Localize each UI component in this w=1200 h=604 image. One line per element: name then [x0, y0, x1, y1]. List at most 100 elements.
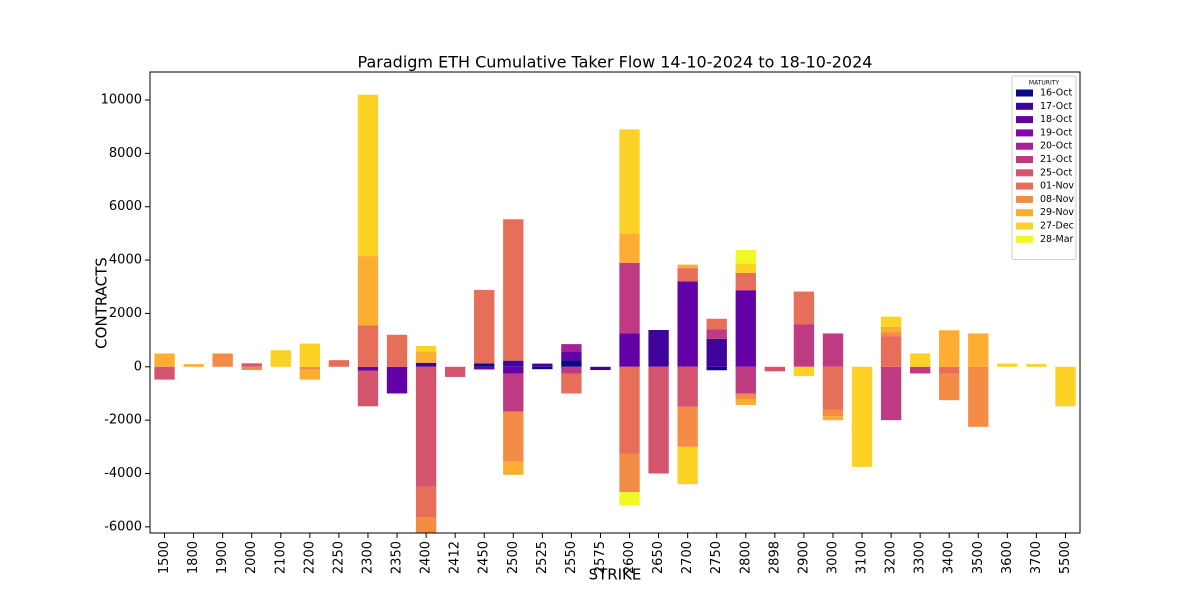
x-tick-label: 2500: [506, 541, 521, 574]
y-tick-label: 6000: [109, 199, 142, 214]
legend-swatch: [1016, 102, 1033, 110]
bar-segment: [619, 333, 640, 367]
bar-segment: [561, 366, 582, 374]
x-tick-label: 2450: [477, 541, 492, 574]
legend-label: 18-Oct: [1040, 114, 1072, 125]
bar-segment: [706, 366, 727, 371]
bar-segment: [822, 366, 844, 410]
bar-segment: [619, 262, 640, 334]
legend-label: 16-Oct: [1040, 88, 1072, 99]
bar-segment: [677, 446, 698, 485]
bar-segment: [822, 416, 844, 421]
bar-segment: [968, 366, 989, 427]
bar-segment: [474, 363, 495, 367]
legend-label: 01-Nov: [1040, 181, 1074, 192]
x-tick-label: 2800: [738, 541, 753, 574]
y-tick-label: 2000: [109, 306, 142, 321]
x-tick-label: 3000: [825, 541, 840, 574]
x-tick-label: 3400: [942, 541, 957, 574]
bar-segment: [183, 364, 204, 367]
bar-segment: [532, 363, 553, 367]
x-tick-label: 5500: [1058, 541, 1073, 574]
y-tick-label: -6000: [104, 519, 142, 534]
bar-segment: [764, 366, 786, 372]
bar-segment: [1026, 364, 1047, 367]
legend-swatch: [1016, 182, 1033, 190]
bar-segment: [735, 263, 756, 273]
x-tick-label: 1800: [186, 541, 201, 574]
x-tick-label: 2350: [390, 541, 405, 574]
bar-segment: [503, 219, 524, 361]
bar-segment: [822, 333, 844, 367]
x-tick-label: 2900: [796, 541, 811, 574]
bar-segment: [648, 329, 669, 367]
bar-segment: [357, 94, 379, 257]
legend-swatch: [1016, 235, 1033, 243]
x-tick-label: 3700: [1029, 541, 1044, 574]
bar-segment: [503, 360, 524, 367]
bar-segment: [735, 290, 756, 367]
bar-segment: [299, 366, 321, 370]
x-tick-label: 2250: [331, 541, 346, 574]
y-tick-label: -2000: [104, 413, 142, 428]
legend-swatch: [1016, 222, 1033, 230]
bar-segment: [299, 343, 321, 367]
x-tick-label: 2750: [709, 541, 724, 574]
bar-segment: [270, 350, 291, 367]
bar-segment: [851, 366, 873, 467]
bar-segment: [503, 366, 524, 374]
x-tick-label: 2600: [622, 541, 637, 574]
bar-segment: [561, 344, 582, 352]
bar-segment: [561, 360, 582, 367]
x-tick-label: 2100: [273, 541, 288, 574]
bar-segment: [997, 363, 1018, 367]
x-tick-label: 1500: [157, 541, 172, 574]
bar-segment: [386, 366, 408, 394]
bar-segment: [503, 411, 524, 462]
bar-segment: [735, 366, 756, 394]
bar-segment: [793, 324, 815, 367]
bar-segment: [793, 366, 815, 377]
bar-segment: [706, 329, 727, 339]
bar-segment: [880, 366, 902, 421]
bar-segment: [619, 453, 640, 493]
legend-label: 20-Oct: [1040, 141, 1072, 152]
bar-segment: [939, 330, 960, 367]
x-tick-label: 3300: [913, 541, 928, 574]
bar-segment: [677, 366, 698, 407]
bar-segment: [880, 332, 902, 337]
bar-segment: [212, 353, 233, 367]
x-tick-label: 2550: [564, 541, 579, 574]
y-tick-label: 10000: [101, 93, 142, 108]
bar-segment: [241, 366, 262, 370]
y-tick-label: -4000: [104, 466, 142, 481]
bar-segment: [415, 345, 437, 352]
bar-segment: [822, 409, 844, 417]
plot-frame: [149, 71, 1081, 534]
x-tick-label: 3200: [884, 541, 899, 574]
bar-segment: [1055, 366, 1076, 407]
bar-segment: [793, 291, 815, 325]
legend-swatch: [1016, 156, 1033, 163]
bar-segment: [735, 393, 756, 400]
x-tick-label: 2700: [680, 541, 695, 574]
x-tick-label: 3500: [971, 541, 986, 574]
legend-label: 28-Mar: [1040, 234, 1074, 245]
bar-segment: [357, 325, 379, 367]
legend-label: 25-Oct: [1040, 167, 1072, 178]
bar-segment: [735, 399, 756, 405]
bar-segment: [706, 338, 727, 367]
x-tick-label: 3100: [855, 541, 870, 574]
bar-segment: [154, 353, 175, 367]
bar-segment: [503, 373, 524, 412]
bar-segment: [532, 366, 553, 370]
bar-segment: [328, 360, 350, 367]
x-tick-label: 2575: [593, 541, 608, 574]
bar-segment: [677, 264, 698, 269]
bar-segment: [590, 366, 611, 370]
x-tick-label: 2400: [419, 541, 434, 574]
bar-segment: [735, 272, 756, 291]
y-axis-label: CONTRACTS: [93, 257, 111, 349]
legend-label: 08-Nov: [1040, 194, 1074, 205]
bar-segment: [386, 334, 408, 367]
